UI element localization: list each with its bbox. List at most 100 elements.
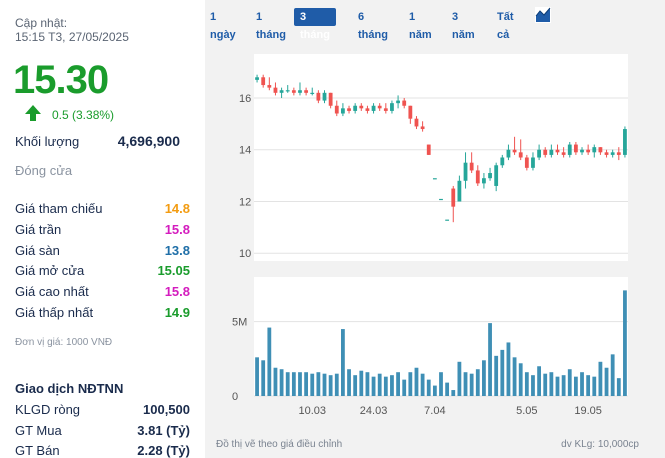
volume-bar <box>285 372 290 396</box>
candle-body <box>334 105 339 114</box>
candle-body <box>580 149 584 153</box>
stat-value: 14.8 <box>164 201 190 216</box>
volume-bar <box>347 369 351 396</box>
volume-bar <box>334 373 339 396</box>
candle-body <box>316 92 321 101</box>
candle-body <box>616 152 621 155</box>
tab-3-năm[interactable]: 3 năm <box>452 11 475 41</box>
candle-body <box>396 100 400 104</box>
candle-body <box>279 90 284 93</box>
candle-body <box>451 188 456 207</box>
candle-body <box>377 105 382 109</box>
stat-value: 13.8 <box>164 242 190 258</box>
x-tick-label: 10.03 <box>298 405 326 417</box>
volume-unit: dv KLg: 10,000cp <box>561 439 639 450</box>
tab-Tất-cả[interactable]: Tất cả <box>497 11 514 41</box>
foreign-row-value: 3.81 (Tỷ) <box>137 422 190 438</box>
volume-bar <box>341 329 345 396</box>
candle-body <box>561 152 566 155</box>
candle-body <box>291 90 296 93</box>
stat-value: 15.05 <box>157 263 190 279</box>
volume-bar <box>500 349 505 396</box>
volume-bar <box>506 342 511 396</box>
volume-bar <box>316 372 321 396</box>
volume-bar <box>573 376 578 396</box>
candle-body <box>408 105 413 119</box>
volume-bar <box>291 372 296 396</box>
volume-bar <box>304 372 309 396</box>
price-tick-label: 14 <box>239 145 251 157</box>
volume-bar <box>414 367 419 396</box>
volume-bar <box>604 367 609 396</box>
chart-note: Đồ thị vẽ theo giá điều chỉnh <box>216 439 343 450</box>
current-price: 15.30 <box>13 58 109 102</box>
x-tick-label: 24.03 <box>360 405 388 417</box>
candle-body <box>341 108 345 114</box>
volume-bar <box>390 375 394 396</box>
candle-body <box>518 152 523 158</box>
volume-bar <box>580 372 584 396</box>
candle-body <box>414 118 419 127</box>
tab-1-tháng[interactable]: 1 tháng <box>256 11 286 41</box>
volume-bar <box>555 376 560 396</box>
arrow-up-icon <box>25 105 41 121</box>
candle-body <box>623 129 627 155</box>
candle-body <box>255 77 259 80</box>
candle-body <box>402 100 407 106</box>
volume-bar <box>543 373 548 396</box>
candle-body <box>610 152 615 155</box>
candle-body <box>549 149 554 155</box>
volume-bar <box>322 373 327 396</box>
price-tick-label: 12 <box>239 196 251 208</box>
volume-bar <box>426 379 431 396</box>
volume-bar <box>445 382 450 396</box>
candle-body <box>475 170 480 184</box>
volume-bar <box>537 366 541 396</box>
volume-bar <box>475 369 480 396</box>
candle-body <box>383 108 388 111</box>
volume-bar <box>469 373 474 396</box>
candle-body <box>586 149 591 153</box>
candle-body <box>488 173 492 179</box>
candle-body <box>267 85 272 88</box>
candle-body <box>445 219 450 221</box>
volume-bar <box>610 354 615 396</box>
foreign-row-label: GT Bán <box>15 443 60 458</box>
stat-label: Giá mở cửa <box>15 263 85 279</box>
candle-body <box>347 108 351 111</box>
volume-bar <box>488 323 492 396</box>
volume-bar <box>623 290 627 396</box>
volume-bar <box>561 375 566 396</box>
volume-bar <box>408 372 413 396</box>
candle-body <box>567 144 572 155</box>
candle-body <box>543 149 548 155</box>
volume-bar <box>383 376 388 396</box>
stat-label: Giá cao nhất <box>15 284 89 300</box>
candle-body <box>439 198 443 201</box>
candle-body <box>365 108 370 111</box>
candle-body <box>573 144 578 153</box>
candle-body <box>310 92 315 95</box>
candle-body <box>494 165 499 186</box>
area-chart-icon[interactable] <box>535 7 551 23</box>
volume-bar <box>279 369 284 396</box>
stat-value: 14.9 <box>164 305 190 320</box>
volume-bar <box>598 361 603 396</box>
volume-bar <box>518 363 523 396</box>
candle-body <box>261 77 266 86</box>
candle-body <box>390 103 394 111</box>
tab-1-ngày[interactable]: 1 ngày <box>210 11 236 41</box>
tab-1-năm[interactable]: 1 năm <box>409 11 432 41</box>
price-plot-area <box>254 54 628 261</box>
candle-body <box>604 152 609 155</box>
foreign-row-value: 100,500 <box>143 402 190 417</box>
volume-bar <box>439 372 443 396</box>
volume-bar <box>255 357 259 396</box>
volume-bar <box>457 361 462 396</box>
candle-body <box>432 178 437 180</box>
stock-summary-panel: Cập nhật: 15:15 T3, 27/05/2025 15.30 0.5… <box>0 0 205 458</box>
volume-bar <box>616 378 621 396</box>
tab-6-tháng[interactable]: 6 tháng <box>358 11 388 41</box>
candle-body <box>512 149 517 153</box>
tab-3-tháng[interactable]: 3 tháng <box>294 8 336 41</box>
